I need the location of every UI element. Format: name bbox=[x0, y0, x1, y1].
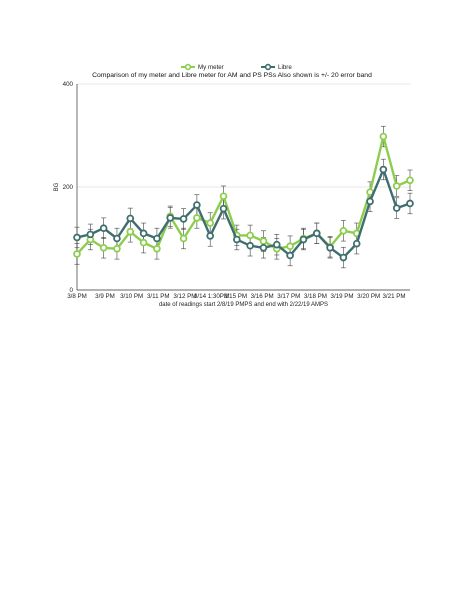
data-point bbox=[259, 243, 268, 252]
gridlines bbox=[77, 83, 410, 188]
y-axis-label: BG bbox=[54, 182, 60, 191]
x-tick-label: 3/14 1:30PM bbox=[194, 293, 229, 300]
data-point bbox=[392, 182, 401, 190]
data-point bbox=[406, 176, 414, 185]
x-tick-label: 3/8 PM bbox=[67, 293, 87, 300]
x-tick-label: 3/12 PM bbox=[173, 293, 196, 300]
data-point bbox=[406, 199, 414, 208]
x-tick-label: 3/21 PM bbox=[382, 293, 405, 300]
x-tick-label: 3/10 PM bbox=[120, 293, 143, 300]
data-point bbox=[379, 132, 388, 141]
data-point bbox=[366, 197, 374, 206]
data-point bbox=[179, 215, 188, 223]
legend-label: Libre bbox=[278, 64, 292, 71]
legend: My meter Libre bbox=[181, 63, 292, 71]
legend-label: My meter bbox=[198, 64, 224, 71]
y-tick-label: 400 bbox=[63, 81, 74, 88]
data-point bbox=[139, 238, 148, 247]
data-point bbox=[286, 242, 294, 251]
data-point bbox=[299, 235, 308, 244]
data-point bbox=[312, 229, 321, 238]
data-point bbox=[166, 214, 175, 222]
data-point bbox=[379, 165, 388, 174]
data-point bbox=[246, 231, 254, 240]
data-point bbox=[206, 219, 215, 227]
legend-swatch-marker bbox=[184, 63, 192, 71]
x-tick-labels: 3/8 PM 3/9 PM 3/10 PM 3/11 PM 3/12 PM3/14 1:… bbox=[67, 293, 405, 300]
data-point bbox=[326, 243, 334, 252]
data-point bbox=[139, 229, 148, 238]
x-tick-label: 3/19 PM bbox=[331, 293, 354, 300]
data-point bbox=[339, 226, 348, 235]
error-bars bbox=[74, 125, 413, 269]
data-point bbox=[86, 230, 95, 239]
data-point bbox=[193, 201, 201, 209]
x-tick-label: 3/9 PM bbox=[95, 293, 115, 300]
legend-swatch-marker bbox=[264, 63, 272, 71]
y-tick-label: 200 bbox=[63, 184, 74, 191]
x-tick-label: 3/17 PM bbox=[277, 293, 300, 300]
series-group bbox=[73, 132, 414, 262]
x-tick-label: 3/16 PM bbox=[251, 293, 274, 300]
data-point bbox=[219, 204, 228, 213]
data-point bbox=[153, 234, 161, 243]
data-point bbox=[352, 239, 361, 248]
data-point bbox=[392, 204, 401, 212]
data-point bbox=[272, 240, 281, 249]
data-point bbox=[206, 232, 215, 240]
data-point bbox=[193, 214, 201, 222]
x-tick-label: 3/11 PM bbox=[147, 293, 170, 300]
data-point bbox=[126, 214, 135, 223]
data-point bbox=[73, 233, 81, 242]
data-point bbox=[113, 234, 121, 243]
chart-title: Comparison of my meter and Libre meter f… bbox=[92, 72, 372, 79]
data-point bbox=[246, 241, 254, 250]
x-tick-label: 3/18 PM bbox=[304, 293, 327, 300]
data-point bbox=[339, 253, 348, 262]
y-tick-label: 0 bbox=[70, 287, 74, 294]
data-point bbox=[126, 228, 135, 236]
x-tick-label: 3/20 PM bbox=[357, 293, 380, 300]
data-point bbox=[99, 243, 108, 252]
data-point bbox=[219, 192, 228, 201]
data-point bbox=[113, 245, 121, 253]
data-point bbox=[259, 237, 268, 245]
data-point bbox=[179, 234, 188, 243]
x-tick-label: 3/15 PM bbox=[224, 293, 247, 300]
data-point bbox=[286, 251, 294, 260]
y-tick-labels: 0 200 400 bbox=[63, 81, 74, 294]
data-point bbox=[153, 245, 161, 253]
data-point bbox=[73, 250, 81, 258]
data-point bbox=[233, 235, 241, 244]
x-axis-label: date of readings start 2/8/19 PMPS and e… bbox=[159, 302, 328, 308]
data-point bbox=[99, 224, 108, 233]
